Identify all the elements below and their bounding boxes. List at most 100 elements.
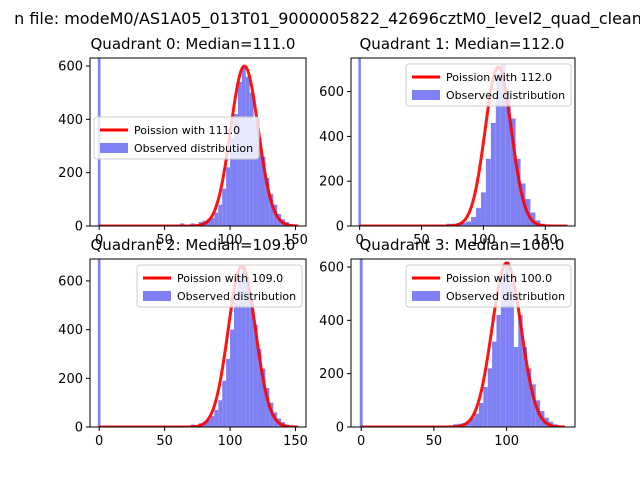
histogram-bar [513, 347, 519, 427]
x-tick-label: 50 [426, 434, 443, 449]
histogram-bar [218, 400, 223, 427]
histogram-bar [461, 222, 467, 226]
axes-frame [89, 258, 307, 428]
y-tick-label: 600 [58, 60, 83, 75]
histogram-bar [234, 114, 238, 226]
histogram-bar [230, 329, 234, 427]
x-tick-label: 150 [283, 233, 308, 248]
histogram-bar [358, 58, 361, 226]
legend-label-fit: Poission with 100.0 [446, 272, 552, 285]
histogram-bar [265, 388, 270, 427]
legend-label-observed: Observed distribution [446, 290, 565, 303]
legend-label-observed: Observed distribution [446, 89, 565, 102]
histogram-bar [261, 368, 266, 427]
histogram-bar [230, 138, 234, 226]
axes-frame [350, 258, 576, 428]
histogram-bar [210, 218, 215, 226]
x-tick-label: 100 [218, 434, 243, 449]
histogram-bar [214, 409, 219, 427]
y-tick-label: 600 [319, 85, 344, 100]
histogram-bar [496, 315, 501, 427]
histogram-bar [257, 138, 262, 226]
legend-hist-swatch [412, 90, 440, 100]
histogram-bar [471, 217, 476, 226]
histogram-bar [222, 380, 227, 427]
legend-hist-swatch [412, 291, 440, 301]
histogram-bar [253, 119, 258, 226]
histogram-bar [527, 368, 532, 427]
histogram-bar [206, 419, 211, 427]
legend-hist-swatch [143, 291, 171, 301]
legend: Poission with 109.0 Observed distribution [136, 264, 303, 308]
histogram-bar [485, 158, 491, 226]
histogram-bar [241, 266, 246, 427]
histogram-bar [490, 122, 496, 226]
y-tick-label: 200 [58, 372, 83, 387]
histogram-bar [218, 204, 223, 226]
legend: Poission with 112.0 Observed distribution [405, 63, 572, 107]
y-tick-label: 0 [336, 421, 344, 436]
y-tick-label: 0 [336, 220, 344, 235]
y-tick-label: 200 [58, 166, 83, 181]
figure-suptitle: n file: modeM0/AS1A05_013T01_9000005822_… [14, 9, 640, 29]
histogram-bar [222, 188, 227, 226]
legend-hist-swatch [100, 143, 128, 153]
histogram-bar [466, 221, 472, 226]
subplot-title: Quadrant 3: Median=100.0 [360, 236, 565, 254]
histogram-bar [253, 324, 258, 427]
histogram-bar [509, 283, 514, 427]
histogram-bar [269, 194, 274, 226]
y-tick-label: 600 [58, 274, 83, 289]
histogram-bar [518, 315, 523, 427]
y-tick-label: 600 [319, 261, 344, 276]
legend-label-observed: Observed distribution [134, 142, 253, 155]
subplot-title: Quadrant 0: Median=111.0 [91, 35, 296, 53]
x-tick-label: 50 [413, 233, 430, 248]
histogram-bar [487, 368, 493, 427]
histogram-bar [234, 302, 238, 427]
histogram-bar [226, 358, 231, 427]
subplot-title: Quadrant 2: Median=109.0 [91, 236, 296, 254]
poisson-fit-line [99, 264, 299, 427]
histogram-bar [261, 156, 266, 226]
x-tick-label: 100 [471, 233, 496, 248]
histogram-bar [359, 259, 363, 427]
histogram-bar [465, 421, 471, 427]
x-tick-label: 50 [156, 434, 173, 449]
histogram-bar [245, 280, 250, 427]
histogram-bar [505, 91, 511, 226]
x-tick-label: 100 [494, 434, 519, 449]
histogram-bar [214, 212, 219, 226]
poisson-fit-line [361, 261, 565, 427]
legend-label-observed: Observed distribution [177, 290, 296, 303]
subplot-quadrant-2: Quadrant 2: Median=109.0 0 50 100 150 0 200 40… [58, 236, 308, 449]
subplot-quadrant-1: Quadrant 1: Median=112.0 0 50 100 150 0 200 40… [319, 35, 576, 248]
histogram-bar [531, 384, 536, 427]
legend: Poission with 111.0 Observed distribution [93, 116, 260, 160]
x-tick-label: 0 [356, 233, 364, 248]
y-tick-label: 0 [75, 220, 83, 235]
y-tick-label: 400 [319, 314, 344, 329]
histogram-bar [479, 403, 484, 427]
x-tick-label: 150 [533, 233, 558, 248]
subplot-quadrant-0: Quadrant 0: Median=111.0 0 50 100 150 0 200 40… [58, 35, 308, 248]
y-tick-label: 400 [319, 130, 344, 145]
axes-frame [89, 57, 307, 227]
poisson-fit-line [359, 65, 568, 226]
histogram-bar [505, 261, 510, 427]
histogram-bar [265, 178, 270, 226]
x-tick-label: 0 [95, 233, 103, 248]
histogram-bar [510, 118, 516, 226]
histogram-bar [515, 158, 521, 226]
histogram-bar [480, 192, 486, 226]
histogram-bar [522, 347, 527, 427]
histogram-bar [470, 417, 475, 427]
histogram-bar [257, 349, 262, 427]
x-tick-label: 50 [156, 233, 173, 248]
x-tick-label: 150 [283, 434, 308, 449]
legend-label-fit: Poission with 112.0 [446, 71, 552, 84]
y-tick-label: 400 [58, 323, 83, 338]
histogram-bar [500, 64, 506, 226]
axes-frame [350, 57, 576, 227]
